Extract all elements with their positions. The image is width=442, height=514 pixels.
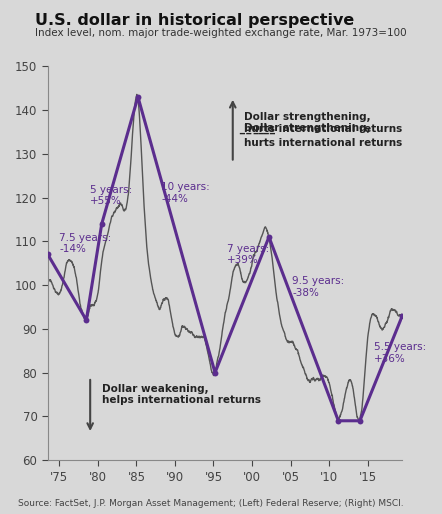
Point: [399, 311, 406, 320]
Point: [266, 233, 273, 241]
Text: 7.5 years:
-14%: 7.5 years: -14%: [59, 233, 111, 254]
Point: [356, 417, 363, 425]
Point: [211, 369, 218, 377]
Point: [98, 219, 105, 228]
Text: Dollar weakening,
helps international returns: Dollar weakening, helps international re…: [102, 384, 261, 406]
Text: Index level, nom. major trade-weighted exchange rate, Mar. 1973=100: Index level, nom. major trade-weighted e…: [35, 28, 407, 38]
Text: U.S. dollar in historical perspective: U.S. dollar in historical perspective: [35, 13, 354, 28]
Text: hurts international returns: hurts international returns: [244, 138, 403, 149]
Point: [83, 316, 90, 324]
Point: [44, 250, 51, 259]
Point: [335, 417, 342, 425]
Text: 10 years:
-44%: 10 years: -44%: [161, 182, 210, 204]
Point: [134, 93, 141, 101]
Text: 5.5 years:
+36%: 5.5 years: +36%: [374, 342, 426, 364]
Text: Dollar strengthening,: Dollar strengthening,: [244, 123, 371, 133]
Text: Dollar strengthening,
̲h̲u̲r̲t̲s̲ international returns: Dollar strengthening, ̲h̲u̲r̲t̲s̲ intern…: [244, 112, 403, 134]
Text: 7 years:
+39%: 7 years: +39%: [227, 244, 270, 265]
Text: 9.5 years:
-38%: 9.5 years: -38%: [292, 277, 344, 298]
Text: Source: FactSet, J.P. Morgan Asset Management; (Left) Federal Reserve; (Right) M: Source: FactSet, J.P. Morgan Asset Manag…: [18, 499, 403, 508]
Text: 5 years:
+55%: 5 years: +55%: [90, 185, 133, 206]
